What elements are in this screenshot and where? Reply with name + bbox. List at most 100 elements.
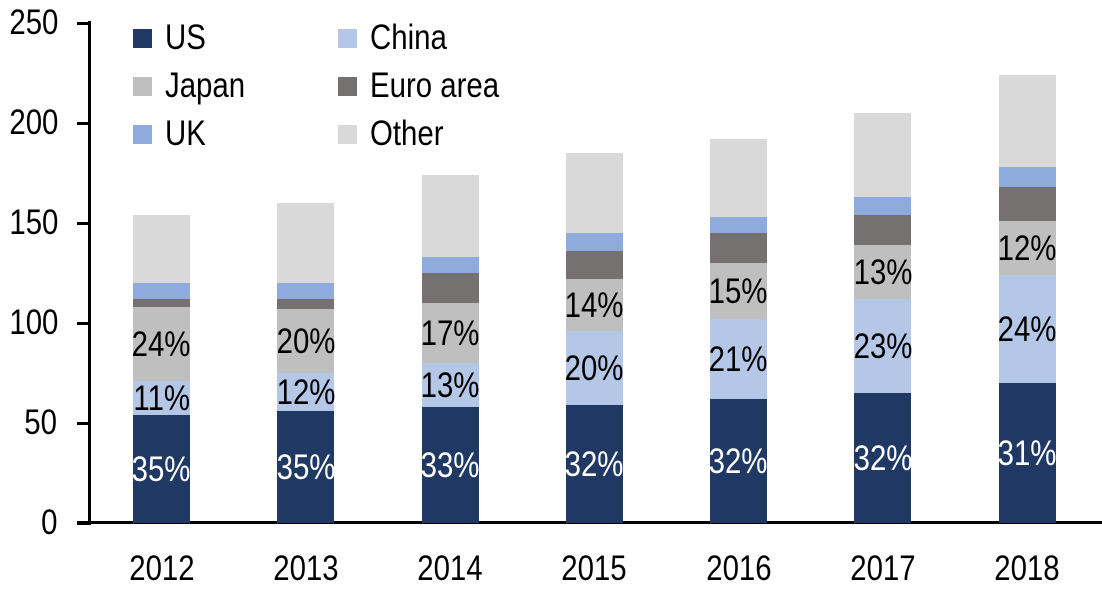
- y-axis-tick-text: 150: [9, 203, 59, 242]
- bar-segment-uk: [133, 283, 190, 299]
- y-axis-tick-label: 100: [0, 303, 59, 342]
- x-axis-label-2015: 2015: [529, 551, 659, 587]
- bar-segment-other: [854, 113, 912, 197]
- bar-label-china: 12%: [276, 372, 336, 412]
- bar-segment-japan: 13%: [853, 245, 913, 299]
- bar-segment-euro-area: [277, 299, 335, 309]
- bar-group-2014: 33% 13% 17%: [420, 175, 480, 523]
- legend: US China Japan Euro area UK Other: [133, 19, 543, 153]
- bar-group-2018: 31% 24% 12%: [997, 75, 1057, 523]
- legend-swatch-other: [338, 124, 357, 144]
- x-axis-label-text: 2015: [561, 549, 627, 588]
- bar-group-2015: 32% 20% 14%: [564, 153, 624, 523]
- x-axis-label-2017: 2017: [818, 551, 948, 587]
- legend-item-us: US: [133, 19, 338, 57]
- y-axis-tick-mark: [77, 121, 90, 125]
- legend-label-text: US: [165, 18, 206, 57]
- legend-label-japan: Japan: [165, 68, 260, 104]
- x-axis-label-text: 2013: [273, 549, 339, 588]
- legend-swatch-japan: [133, 76, 152, 96]
- bar-segment-uk: [854, 197, 912, 215]
- bar-segment-uk: [565, 233, 623, 251]
- x-axis-label-2014: 2014: [385, 551, 515, 587]
- bar-label-us: 31%: [997, 433, 1057, 473]
- y-axis-tick-label: 250: [0, 3, 59, 42]
- bar-segment-china: 11%: [133, 378, 190, 418]
- bar-segment-other: [565, 153, 623, 233]
- bar-label-japan: 15%: [709, 271, 768, 311]
- bar-segment-euro-area: [565, 251, 623, 279]
- y-axis-tick-mark: [77, 21, 90, 25]
- y-axis-tick-label: 150: [0, 203, 59, 242]
- legend-label-uk: UK: [165, 116, 214, 152]
- legend-label-text: UK: [165, 114, 206, 153]
- bar-segment-us: 32%: [709, 399, 768, 523]
- y-axis-tick-label: 0: [0, 505, 57, 541]
- bar-segment-japan: 24%: [132, 307, 191, 381]
- bar-segment-china: 24%: [997, 275, 1057, 383]
- y-axis-tick-mark: [77, 321, 90, 325]
- bar-segment-other: [998, 75, 1056, 167]
- bar-segment-china: 21%: [709, 319, 768, 399]
- bar-segment-uk: [421, 257, 479, 273]
- bar-label-us: 32%: [709, 441, 768, 481]
- y-axis-tick-text: 250: [9, 3, 59, 42]
- legend-label-text: Japan: [165, 66, 246, 105]
- bar-label-us: 35%: [276, 447, 336, 487]
- bar-segment-euro-area: [710, 233, 767, 263]
- legend-swatch-us: [133, 28, 152, 48]
- bar-label-china: 11%: [133, 378, 190, 418]
- bar-segment-other: [421, 175, 479, 257]
- bar-group-2017: 32% 23% 13%: [853, 113, 913, 523]
- x-axis-label-text: 2017: [850, 549, 916, 588]
- x-axis-label-text: 2014: [417, 549, 483, 588]
- bar-segment-china: 20%: [565, 331, 624, 405]
- x-axis-label-2012: 2012: [97, 551, 227, 587]
- legend-label-euro-area: Euro area: [370, 68, 524, 104]
- bar-segment-us: 31%: [997, 383, 1057, 523]
- bar-segment-euro-area: [998, 187, 1056, 221]
- bar-label-japan: 17%: [420, 313, 480, 353]
- y-axis-tick-text: 100: [9, 303, 59, 342]
- bar-segment-japan: 12%: [998, 221, 1056, 275]
- x-axis-label-text: 2018: [994, 549, 1060, 588]
- bar-label-china: 24%: [997, 309, 1057, 349]
- bar-segment-us: 35%: [132, 415, 191, 523]
- bar-label-us: 32%: [853, 438, 913, 478]
- bar-segment-euro-area: [421, 273, 479, 303]
- bar-group-2012: 35% 11% 24%: [132, 215, 191, 523]
- y-axis-tick-text: 200: [9, 103, 59, 142]
- bar-label-japan: 13%: [853, 252, 913, 292]
- bar-label-japan: 20%: [276, 321, 336, 361]
- legend-swatch-uk: [133, 124, 152, 144]
- x-axis-label-2016: 2016: [674, 551, 804, 587]
- legend-item-china: China: [338, 19, 543, 57]
- bar-label-us: 33%: [420, 445, 480, 485]
- bar-group-2013: 35% 12% 20%: [276, 203, 336, 523]
- bar-segment-uk: [998, 167, 1056, 187]
- bar-segment-euro-area: [133, 299, 190, 307]
- legend-label-text: China: [370, 18, 447, 57]
- bar-label-china: 13%: [420, 365, 480, 405]
- bar-label-us: 35%: [132, 449, 191, 489]
- y-axis-tick-text: 50: [24, 403, 57, 442]
- bar-segment-other: [277, 203, 335, 283]
- legend-item-other: Other: [338, 115, 543, 153]
- y-axis-tick-mark: [77, 421, 90, 425]
- bar-label-us: 32%: [564, 444, 624, 484]
- bar-segment-uk: [277, 283, 335, 299]
- legend-label-us: US: [165, 20, 214, 56]
- bar-segment-us: 35%: [276, 411, 336, 523]
- x-axis-label-text: 2016: [705, 549, 772, 588]
- bar-segment-china: 13%: [420, 363, 480, 407]
- legend-label-text: Other: [370, 114, 444, 153]
- bar-segment-china: 23%: [853, 299, 913, 393]
- bar-label-china: 23%: [853, 326, 913, 366]
- bar-label-japan: 14%: [564, 285, 624, 325]
- y-axis-line: [88, 21, 91, 525]
- bar-segment-japan: 15%: [709, 263, 768, 319]
- x-axis-label-2018: 2018: [962, 551, 1092, 587]
- y-axis-tick-text: 0: [40, 503, 57, 542]
- y-axis-tick-mark: [77, 521, 90, 525]
